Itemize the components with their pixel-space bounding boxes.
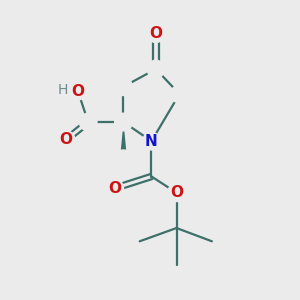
Circle shape	[147, 60, 165, 78]
Text: H: H	[58, 82, 68, 97]
Text: O: O	[108, 181, 121, 196]
Circle shape	[79, 113, 97, 131]
Circle shape	[106, 179, 124, 197]
Text: O: O	[170, 185, 183, 200]
Circle shape	[115, 150, 132, 168]
Text: O: O	[149, 26, 162, 41]
Circle shape	[147, 25, 165, 43]
Text: O: O	[71, 84, 84, 99]
Text: N: N	[145, 134, 158, 149]
Circle shape	[142, 132, 160, 150]
Circle shape	[115, 113, 132, 131]
Circle shape	[57, 131, 75, 148]
Polygon shape	[120, 122, 127, 159]
Circle shape	[168, 184, 185, 202]
Circle shape	[171, 85, 188, 103]
Circle shape	[69, 82, 87, 100]
Text: O: O	[60, 132, 73, 147]
Circle shape	[115, 78, 132, 95]
